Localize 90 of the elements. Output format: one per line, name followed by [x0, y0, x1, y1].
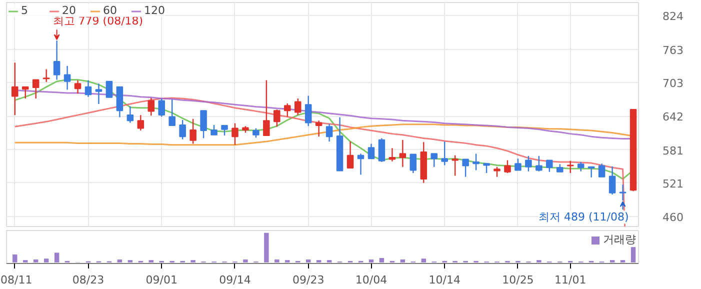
candlestick: [12, 62, 18, 116]
candlestick: [106, 80, 113, 98]
candlestick: [504, 160, 511, 174]
bar: [421, 258, 426, 262]
candlestick: [452, 154, 458, 176]
y-tick-label: 824: [662, 10, 684, 24]
candlestick: [22, 86, 29, 100]
y-tick-label: 763: [662, 44, 684, 57]
bar: [400, 260, 406, 262]
x-tick-label: 10/25: [502, 274, 534, 286]
candlestick: [126, 106, 134, 124]
bar: [379, 258, 384, 262]
annotation: 최고 779 (08/18): [52, 14, 144, 28]
bar: [44, 258, 49, 262]
candlestick: [158, 98, 165, 118]
candlestick: [483, 162, 490, 174]
bar: [264, 232, 269, 262]
x-tick-label: 09/14: [219, 274, 251, 286]
candlestick: [84, 80, 92, 98]
candlestick: [252, 128, 260, 138]
legend-label: 5: [21, 4, 29, 17]
candlestick: [472, 153, 480, 171]
candlestick: [32, 79, 40, 100]
candlestick: [525, 155, 532, 172]
candlestick: [619, 184, 626, 202]
candlestick: [64, 65, 71, 90]
candlestick: [441, 140, 448, 166]
candlestick: [116, 86, 124, 118]
candlestick: [388, 148, 396, 162]
bar: [306, 260, 311, 262]
candlestick: [263, 80, 270, 136]
y-tick-label: 460: [662, 211, 684, 224]
candlestick: [95, 83, 102, 105]
legend-label: 20: [62, 4, 77, 17]
candlestick: [168, 99, 176, 126]
candlestick: [315, 120, 322, 138]
candlestick: [598, 163, 606, 178]
x-tick-label: 09/23: [292, 274, 324, 286]
candlestick: [190, 118, 196, 144]
candlestick: [148, 97, 155, 116]
candlestick: [430, 153, 438, 168]
candlestick: [588, 166, 595, 178]
bar: [274, 260, 280, 262]
candlestick: [210, 124, 218, 136]
legend-label: 거래량: [603, 232, 636, 247]
candlestick: [200, 110, 207, 139]
candlestick: [179, 119, 186, 140]
candlestick: [42, 68, 50, 83]
bar: [33, 260, 38, 262]
bar: [243, 260, 248, 262]
y-tick-label: 581: [662, 144, 684, 158]
candlestick: [346, 140, 354, 169]
candlestick: [284, 102, 291, 118]
y-tick-label: 521: [662, 177, 684, 190]
x-tick-label: 08/11: [0, 274, 32, 286]
candlestick: [566, 160, 574, 174]
candlestick: [304, 95, 312, 127]
x-tick-label: 10/04: [355, 274, 388, 286]
bar: [12, 254, 18, 262]
bar: [54, 252, 60, 262]
candlestick: [399, 139, 406, 168]
candlestick: [368, 143, 375, 160]
y-tick-label: 642: [662, 110, 684, 124]
candlestick: [357, 153, 364, 176]
candlestick: [608, 166, 616, 196]
candlestick: [326, 123, 333, 142]
annotation: 최저 489 (11/08): [538, 210, 629, 224]
candlestick: [546, 160, 553, 172]
candlestick: [462, 158, 469, 178]
candlestick: [137, 114, 144, 132]
candlestick: [577, 161, 584, 172]
x-tick-label: 11/01: [554, 274, 586, 286]
x-tick-label: 09/01: [146, 274, 178, 286]
candlestick: [74, 80, 82, 94]
y-tick-label: 703: [662, 77, 684, 90]
x-tick-label: 08/23: [72, 274, 104, 286]
bar: [117, 260, 122, 262]
candlestick: [378, 138, 386, 163]
candlestick: [232, 122, 238, 146]
x-tick-label: 10/14: [428, 274, 460, 286]
candlestick: [536, 155, 542, 172]
bar: [368, 260, 374, 262]
legend-label: 120: [144, 4, 165, 17]
candlestick: [274, 108, 280, 128]
candlestick: [494, 166, 500, 178]
bar: [630, 247, 636, 262]
candlestick: [514, 158, 522, 171]
candlestick: [294, 98, 302, 116]
legend-label: 60: [103, 4, 117, 17]
candlestick: [410, 154, 417, 174]
